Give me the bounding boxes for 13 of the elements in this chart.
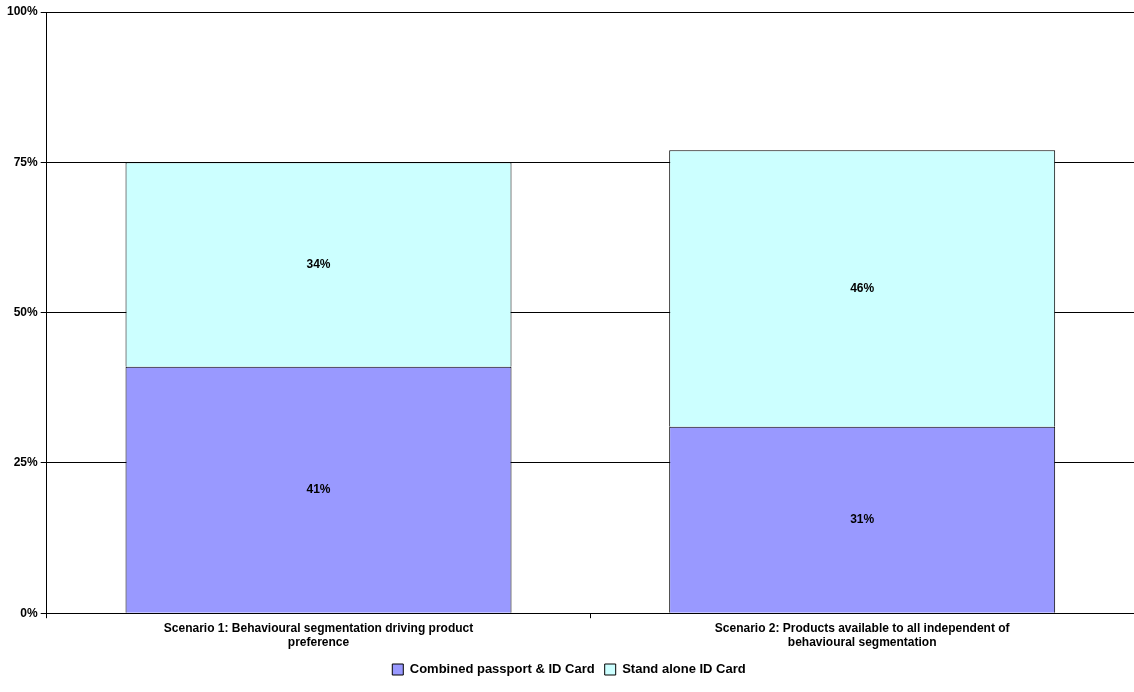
data-label: 34% bbox=[306, 256, 331, 271]
data-label: 46% bbox=[850, 280, 875, 295]
data-label: 31% bbox=[850, 512, 875, 527]
x-tick-label: Scenario 1: Behavioural segmentation driving product preference bbox=[163, 620, 474, 650]
y-tick-label: 25% bbox=[13, 455, 39, 470]
data-label: 41% bbox=[306, 482, 331, 497]
y-tick-label: 75% bbox=[13, 154, 39, 169]
legend-label: Stand alone ID Card bbox=[622, 661, 746, 677]
legend-label: Combined passport & ID Card bbox=[409, 661, 595, 677]
x-tick-label: Scenario 2: Products available to all independent of behavioural segmentation bbox=[714, 620, 1011, 650]
y-tick-label: 0% bbox=[20, 605, 39, 620]
y-tick-label: 50% bbox=[13, 304, 39, 319]
y-tick-label: 100% bbox=[6, 4, 39, 19]
